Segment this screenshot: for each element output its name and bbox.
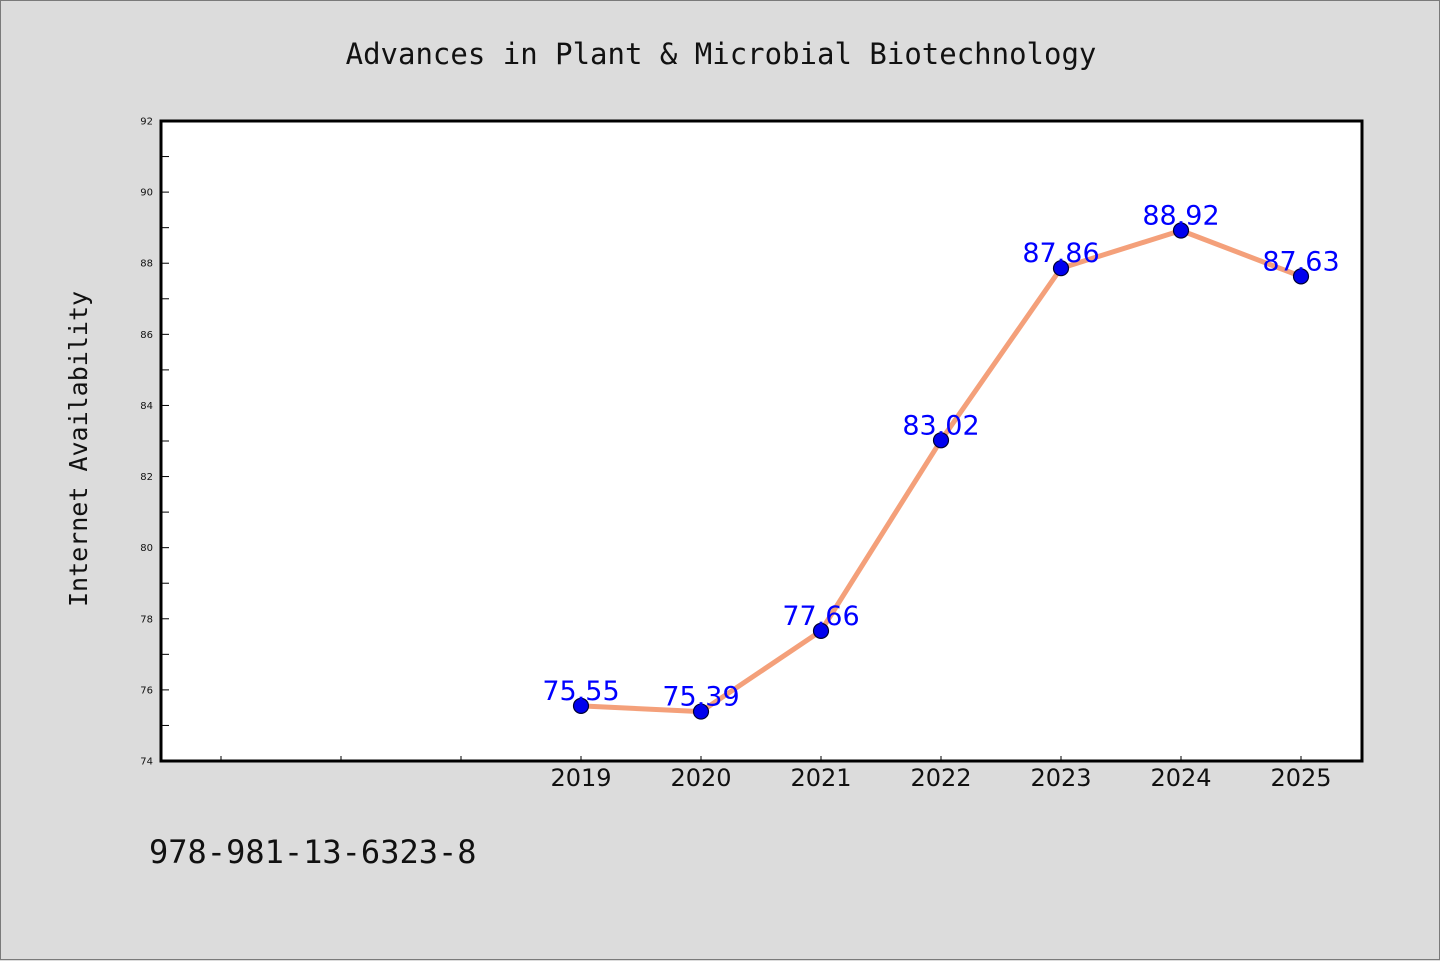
plot-area [161,121,1362,761]
plot-border [159,119,1364,763]
y-tick-label: 80 [140,543,153,554]
x-tick-label: 2024 [1150,764,1211,792]
data-label: 87.86 [1022,238,1099,269]
y-tick-label: 86 [140,330,153,341]
data-label: 88.92 [1142,201,1219,232]
y-tick-label: 88 [140,259,153,270]
x-tick-label: 2022 [910,764,971,792]
y-tick-label: 74 [140,757,153,768]
data-point [1052,260,1070,277]
data-label: 77.66 [782,601,859,632]
y-tick-label: 90 [140,188,153,199]
data-labels: 75.55 75.39 77.66 83.02 87.86 88.92 87.63 [542,201,1339,713]
data-point [1292,268,1310,285]
axis-ticks: 74 76 78 80 82 84 86 88 90 92 2019 2020 2021 2022 2023… [140,117,1331,793]
x-tick-label: 2020 [670,764,731,792]
isbn-code: 978-981-13-6323-8 [149,833,477,871]
data-label: 75.55 [542,676,619,707]
data-point [812,622,830,639]
y-tick-label: 76 [140,685,153,696]
data-points [572,222,1310,720]
y-tick-label: 92 [140,117,153,128]
chart-title: Advances in Plant & Microbial Biotechnol… [346,37,1097,71]
x-tick-label: 2025 [1270,764,1331,792]
x-tick-label: 2023 [1030,764,1091,792]
y-tick-label: 84 [140,401,153,412]
y-axis-label: Internet Availability [64,291,93,607]
data-label: 87.63 [1262,246,1339,277]
data-point [572,697,590,714]
data-point [1172,222,1190,239]
y-tick-label: 78 [140,614,153,625]
data-point [932,432,950,449]
x-tick-label: 2019 [550,764,611,792]
data-label: 75.39 [662,682,739,713]
y-tick-label: 82 [140,472,153,483]
x-tick-label: 2021 [790,764,851,792]
data-point [692,703,710,720]
data-label: 83.02 [902,410,979,441]
